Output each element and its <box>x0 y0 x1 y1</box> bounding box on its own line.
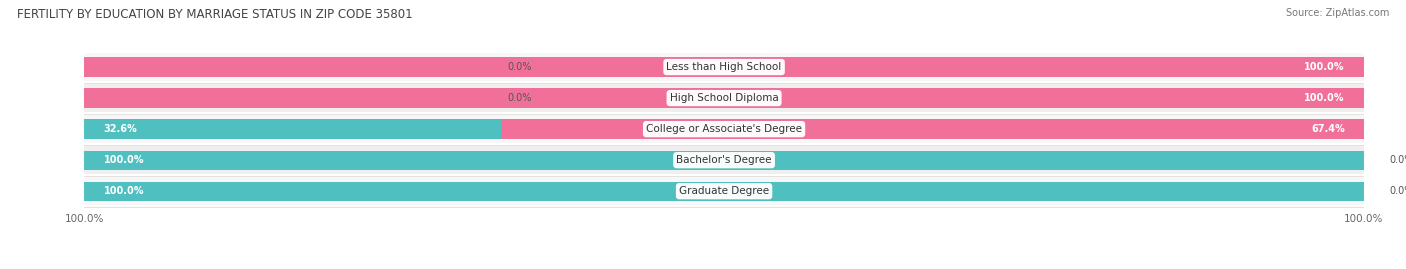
Text: 100.0%: 100.0% <box>104 186 143 196</box>
Text: Graduate Degree: Graduate Degree <box>679 186 769 196</box>
Bar <box>84 119 502 139</box>
Text: 100.0%: 100.0% <box>104 155 143 165</box>
Bar <box>84 182 1364 201</box>
Bar <box>84 177 1364 206</box>
Bar <box>84 115 1364 143</box>
Text: 100.0%: 100.0% <box>1305 62 1344 72</box>
Text: 67.4%: 67.4% <box>1310 124 1344 134</box>
Text: High School Diploma: High School Diploma <box>669 93 779 103</box>
Text: 0.0%: 0.0% <box>1389 186 1406 196</box>
Text: 100.0%: 100.0% <box>1305 93 1344 103</box>
Bar <box>502 119 1364 139</box>
Bar <box>84 57 1364 77</box>
Bar <box>84 146 1364 174</box>
Text: 0.0%: 0.0% <box>1389 155 1406 165</box>
Text: Less than High School: Less than High School <box>666 62 782 72</box>
Bar <box>84 151 1364 170</box>
Text: Source: ZipAtlas.com: Source: ZipAtlas.com <box>1285 8 1389 18</box>
Text: 0.0%: 0.0% <box>508 62 533 72</box>
Bar <box>84 53 1364 81</box>
Text: Bachelor's Degree: Bachelor's Degree <box>676 155 772 165</box>
Text: FERTILITY BY EDUCATION BY MARRIAGE STATUS IN ZIP CODE 35801: FERTILITY BY EDUCATION BY MARRIAGE STATU… <box>17 8 412 21</box>
Bar <box>84 89 1364 108</box>
Bar <box>84 84 1364 112</box>
Text: 32.6%: 32.6% <box>104 124 138 134</box>
Text: 0.0%: 0.0% <box>508 93 533 103</box>
Text: College or Associate's Degree: College or Associate's Degree <box>647 124 801 134</box>
